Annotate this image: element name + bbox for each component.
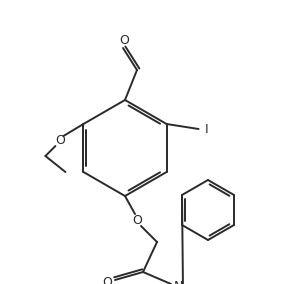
Text: O: O — [119, 34, 129, 47]
Text: O: O — [132, 214, 142, 227]
Text: O: O — [55, 135, 65, 147]
Text: N: N — [173, 279, 183, 284]
Text: O: O — [102, 277, 112, 284]
Text: I: I — [205, 124, 208, 137]
